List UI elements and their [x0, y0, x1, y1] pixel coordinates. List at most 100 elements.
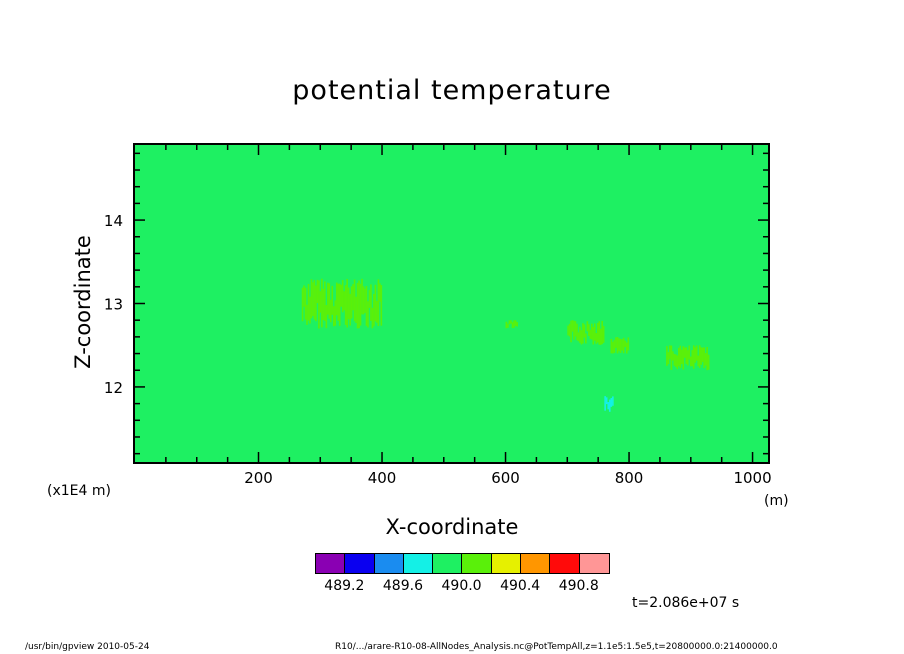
anomaly-streak-2	[579, 326, 581, 343]
anomaly-streak-5	[607, 402, 610, 410]
anomaly-streak-0	[335, 282, 338, 316]
anomaly-streak-0	[332, 306, 335, 327]
anomaly-streak-1	[511, 322, 514, 329]
anomaly-streak-4	[669, 345, 671, 360]
colorbar-cell	[521, 554, 551, 573]
anomaly-streak-0	[319, 291, 322, 313]
colorbar-label: 489.2	[324, 578, 365, 594]
colorbar-cell	[374, 554, 404, 573]
anomaly-streak-0	[365, 286, 368, 326]
colorbar-label: 490.4	[500, 578, 541, 594]
anomaly-streak-2	[571, 320, 574, 332]
x-tick-label: 400	[368, 469, 397, 487]
colorbar-label: 490.8	[558, 578, 599, 594]
anomaly-streak-4	[682, 346, 685, 370]
anomaly-streak-3	[618, 338, 620, 352]
anomaly-streak-4	[672, 351, 674, 361]
anomaly-streak-1	[507, 323, 509, 328]
anomaly-streak-0	[303, 285, 305, 307]
anomaly-streak-0	[324, 281, 326, 321]
anomaly-streak-0	[362, 286, 365, 315]
anomaly-streak-4	[697, 355, 700, 367]
colorbar-cell	[403, 554, 434, 573]
anomaly-streak-3	[619, 338, 622, 353]
anomaly-streak-1	[514, 320, 517, 326]
anomaly-streak-2	[583, 324, 586, 338]
anomaly-streak-0	[343, 291, 345, 311]
anomaly-streak-4	[701, 347, 704, 363]
anomaly-streak-0	[322, 288, 325, 321]
anomaly-streak-2	[595, 333, 598, 344]
anomaly-streak-2	[574, 321, 577, 337]
colorbar-cell	[491, 554, 522, 573]
anomaly-streak-4	[673, 353, 676, 366]
anomaly-streak-0	[340, 284, 342, 307]
anomaly-streak-2	[573, 320, 575, 340]
anomaly-streak-4	[700, 347, 702, 365]
anomaly-streak-0	[379, 283, 381, 302]
x-tick-label: 800	[615, 469, 644, 487]
anomaly-streak-0	[329, 299, 332, 323]
anomaly-streak-2	[589, 329, 592, 339]
chart-title: potential temperature	[292, 75, 612, 106]
anomaly-streak-2	[582, 323, 584, 344]
anomaly-streak-3	[621, 339, 623, 351]
anomaly-streak-5	[604, 396, 606, 411]
anomaly-streak-2	[602, 325, 605, 343]
anomaly-streak-4	[698, 345, 701, 368]
anomaly-streak-0	[316, 279, 319, 304]
anomaly-streak-3	[613, 340, 616, 353]
anomaly-streak-0	[371, 307, 374, 329]
anomaly-streak-2	[596, 322, 599, 343]
anomaly-streak-4	[695, 345, 698, 361]
anomaly-streak-1	[505, 321, 508, 329]
anomaly-streak-0	[349, 293, 351, 326]
anomaly-streak-5	[605, 397, 608, 405]
anomaly-streak-0	[352, 284, 354, 311]
anomaly-streak-3	[610, 338, 613, 354]
anomaly-streak-0	[312, 282, 314, 317]
time-label: t=2.086e+07 s	[632, 595, 740, 611]
colorbar-cell	[316, 554, 346, 573]
anomaly-streak-2	[599, 328, 602, 345]
anomaly-streak-0	[368, 290, 371, 308]
anomaly-streak-0	[313, 280, 316, 320]
anomaly-streak-2	[598, 321, 601, 345]
y-tick-label: 12	[104, 379, 123, 397]
plot-area: 200 400 600 800 1000 12 13 14	[104, 143, 772, 487]
heatmap-svg: 200 400 600 800 1000 12 13 14	[104, 145, 772, 487]
x-tick-label: 200	[244, 469, 273, 487]
anomaly-streak-4	[686, 350, 689, 366]
anomaly-streak-0	[301, 287, 304, 322]
anomaly-streak-0	[353, 279, 356, 322]
anomaly-streak-2	[585, 333, 587, 344]
x-axis-unit: (m)	[764, 493, 789, 509]
colorbar-cell	[345, 554, 375, 573]
x-tick-label: 600	[491, 469, 520, 487]
anomaly-streak-2	[592, 326, 595, 345]
anomaly-streak-3	[615, 337, 617, 348]
anomaly-streak-0	[347, 287, 350, 320]
anomaly-streak-4	[703, 347, 705, 369]
anomaly-streak-0	[358, 280, 360, 329]
anomaly-streak-2	[591, 323, 593, 340]
anomaly-streak-4	[688, 345, 691, 360]
anomaly-streak-5	[610, 398, 613, 407]
anomaly-streak-4	[689, 356, 692, 367]
anomaly-streak-0	[373, 293, 375, 327]
anomaly-streak-0	[361, 278, 363, 315]
anomaly-streak-4	[691, 350, 694, 367]
anomaly-streak-5	[608, 399, 611, 412]
anomaly-streak-0	[355, 296, 357, 323]
anomaly-streak-2	[577, 332, 580, 342]
anomaly-streak-0	[307, 283, 310, 321]
anomaly-streak-0	[376, 301, 378, 323]
anomaly-streak-2	[601, 320, 603, 345]
anomaly-streak-2	[576, 323, 578, 341]
anomaly-streak-4	[692, 345, 695, 369]
anomaly-streak-4	[670, 345, 673, 370]
anomaly-streak-4	[685, 347, 688, 364]
anomaly-streak-0	[318, 280, 320, 329]
colorbar-label: 489.6	[382, 578, 423, 594]
anomaly-streak-4	[704, 353, 707, 366]
